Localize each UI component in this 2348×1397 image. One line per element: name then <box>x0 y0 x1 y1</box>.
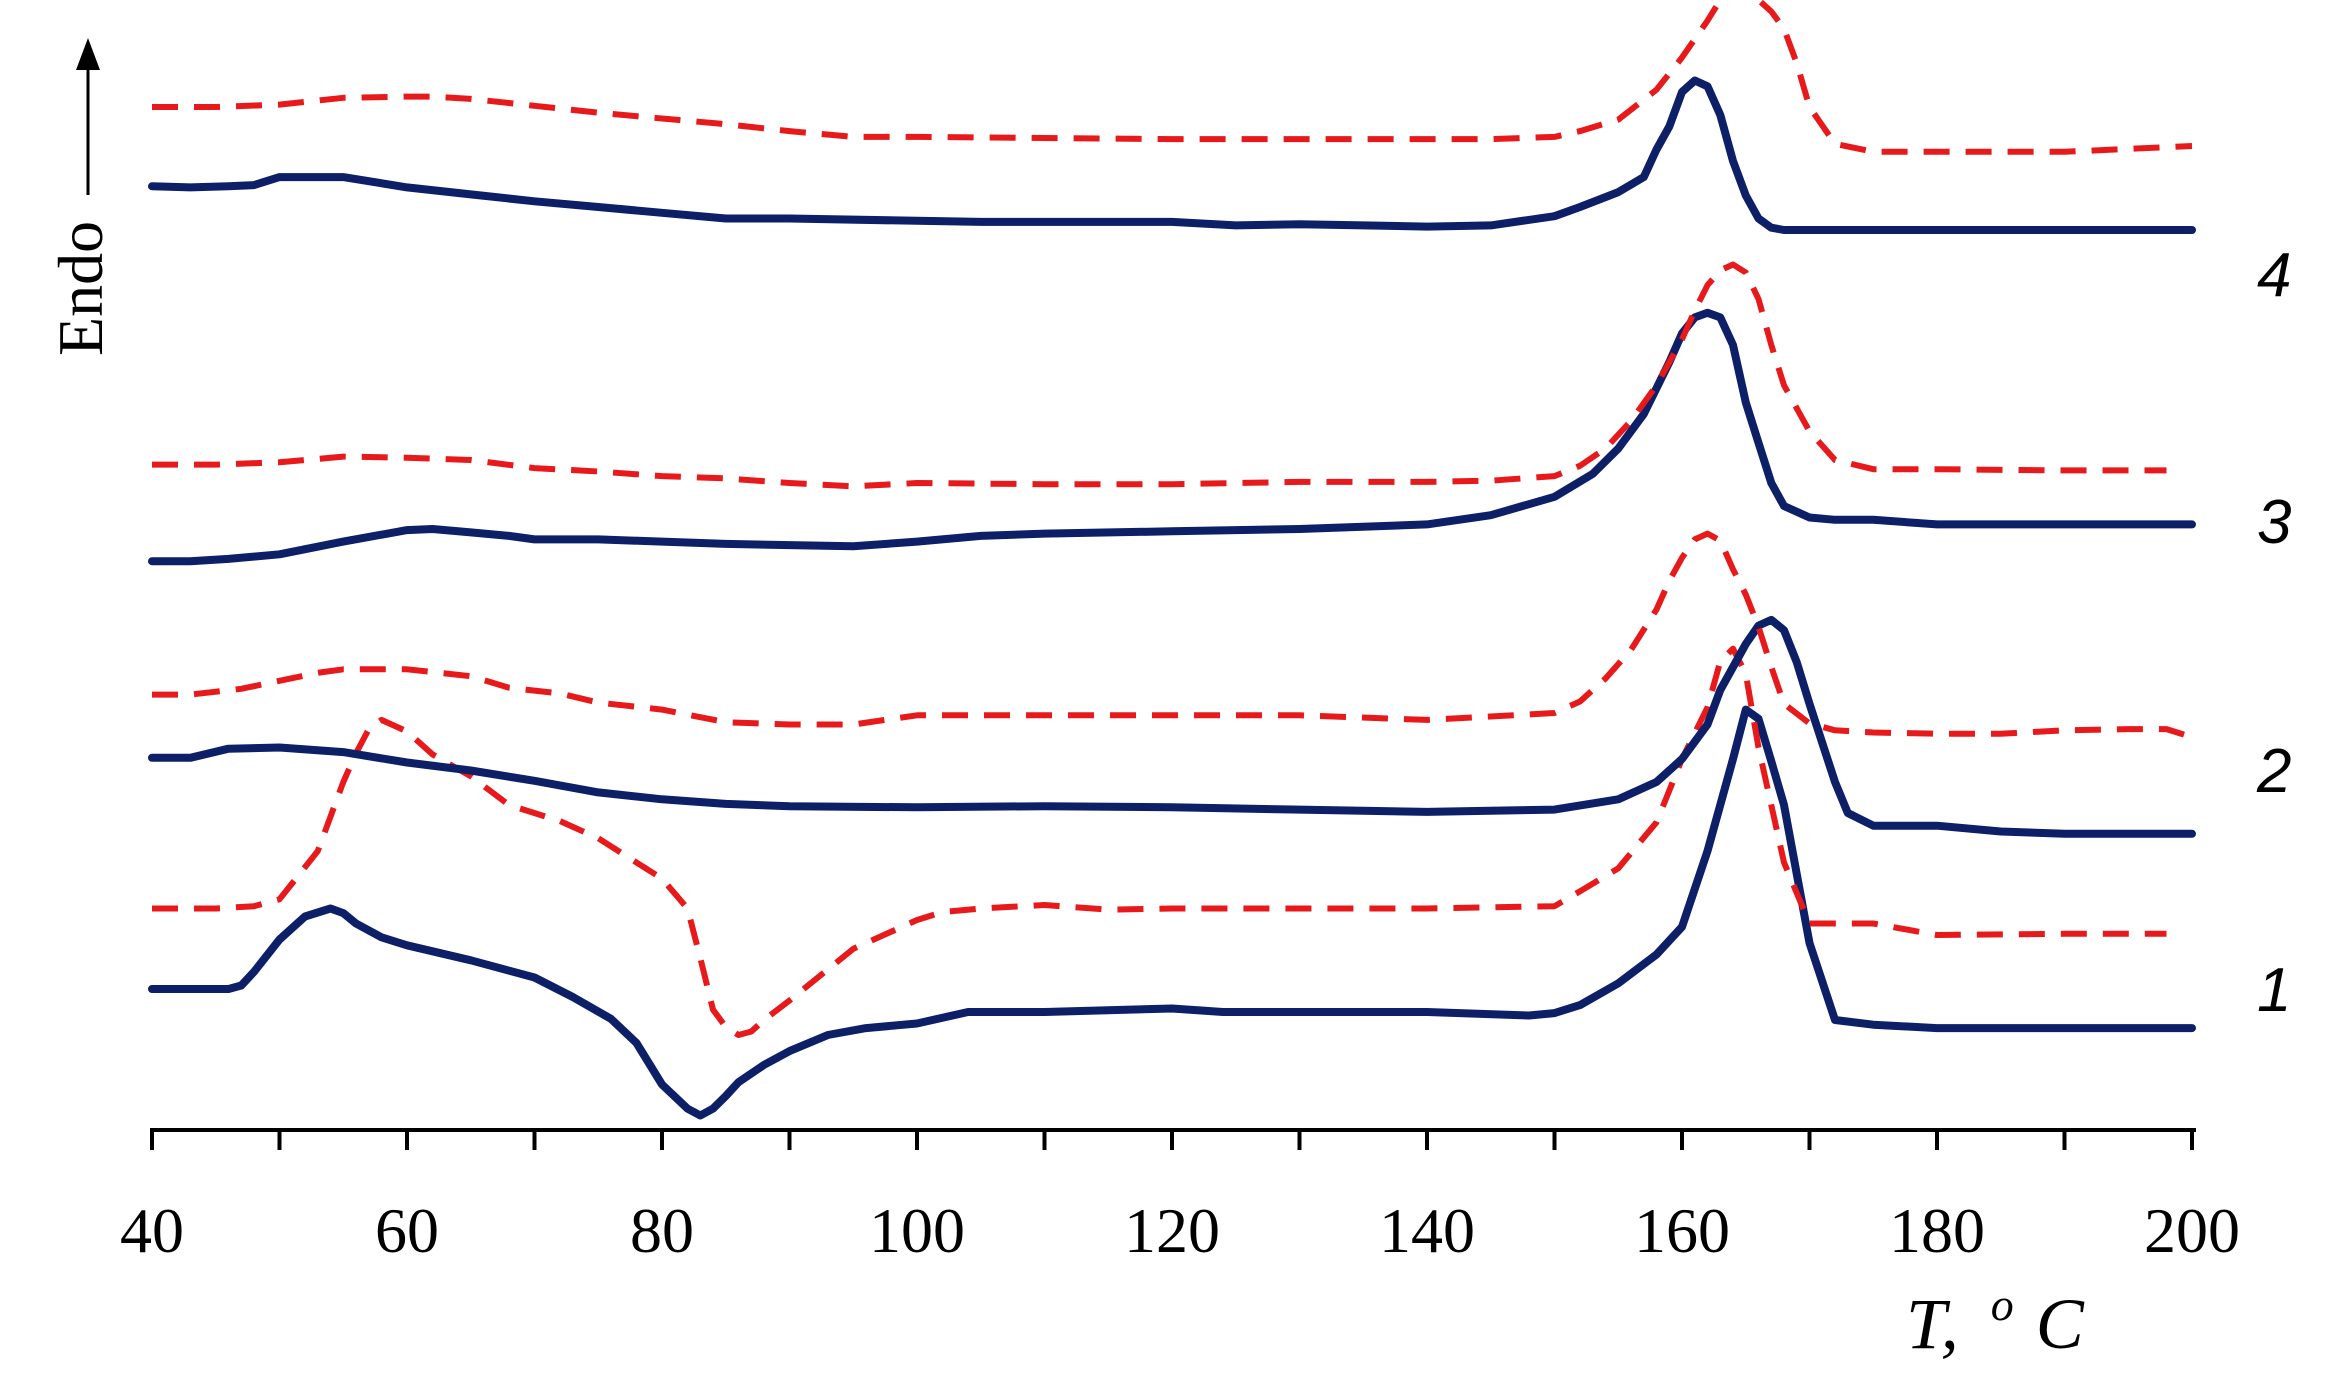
series-line-4-solid <box>148 76 2196 234</box>
curve-labels: 4 3 2 1 <box>2256 241 2291 1025</box>
x-tick-label: 120 <box>1124 1195 1220 1266</box>
chart-series <box>148 0 2196 1120</box>
series-line-1-dashed <box>152 645 2167 1038</box>
series-line-4-dashed <box>152 0 2193 155</box>
series-line-2-dashed <box>152 530 2193 741</box>
x-tick-label: 60 <box>375 1195 439 1266</box>
x-tick-label: 160 <box>1634 1195 1730 1266</box>
series-line-2-solid <box>148 615 2196 838</box>
x-axis-title: T, o C <box>1906 1256 2085 1364</box>
series-line-3-dashed <box>152 261 2167 490</box>
x-tick-label: 80 <box>630 1195 694 1266</box>
x-tick-label: 40 <box>120 1195 184 1266</box>
x-tick-label: 140 <box>1379 1195 1475 1266</box>
curve-label-2: 2 <box>2256 737 2291 806</box>
endo-arrow-head <box>76 38 100 70</box>
series-line-3-solid <box>148 308 2196 566</box>
curve-label-1: 1 <box>2257 956 2291 1025</box>
x-tick-label: 200 <box>2144 1195 2240 1266</box>
x-axis-ticks <box>150 1130 2194 1150</box>
curve-label-3: 3 <box>2257 488 2291 557</box>
x-tick-label: 100 <box>869 1195 965 1266</box>
x-axis-title-unit: C <box>2036 1284 2085 1364</box>
x-axis-title-sup: o <box>1991 1279 2014 1330</box>
x-tick-label: 180 <box>1889 1195 1985 1266</box>
series-line-1-solid <box>148 705 2196 1120</box>
endo-arrow <box>76 38 100 195</box>
y-axis-label: Endo <box>45 221 116 356</box>
curve-label-4: 4 <box>2257 241 2291 310</box>
x-axis-title-var: T, <box>1906 1284 1959 1364</box>
x-axis-tick-labels: 40 60 80 100 120 140 160 180 200 <box>120 1195 2240 1266</box>
